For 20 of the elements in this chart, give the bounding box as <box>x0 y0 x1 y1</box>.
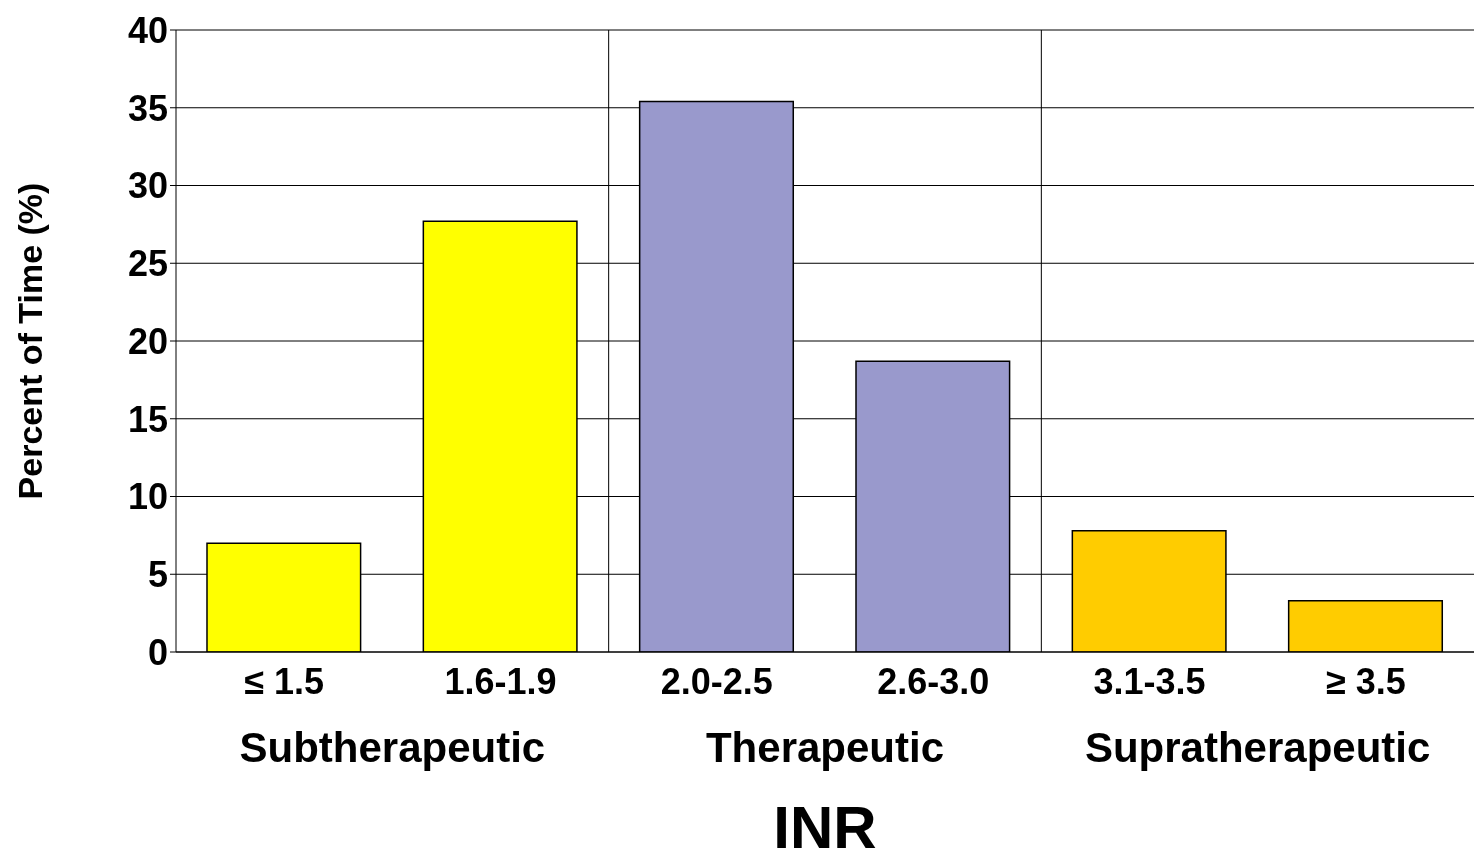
x-tick-label: ≤ 1.5 <box>244 660 325 702</box>
y-tick-label: 15 <box>127 398 168 440</box>
y-tick-label: 5 <box>147 554 168 596</box>
text: Subtherapeutic <box>239 724 546 771</box>
y-axis-title: Percent of Time (%) <box>11 182 50 500</box>
x-axis-title: INR <box>773 794 877 852</box>
y-tick-label: 40 <box>127 9 168 51</box>
x-tick-label: 1.6-1.9 <box>444 660 557 702</box>
y-tick-label: 35 <box>127 87 168 129</box>
y-tick-label: 25 <box>127 243 168 285</box>
x-tick-label: 2.6-3.0 <box>877 660 990 702</box>
y-tick-label: 0 <box>147 631 168 673</box>
y-tick-label: 20 <box>127 320 168 362</box>
x-tick-label: 2.0-2.5 <box>660 660 773 702</box>
text: Supratherapeutic <box>1084 724 1431 771</box>
x-tick-label: ≥ 3.5 <box>1325 660 1406 702</box>
y-tick-label: 10 <box>127 476 168 518</box>
x-tick-label: 3.1-3.5 <box>1093 660 1206 702</box>
text: Therapeutic <box>705 724 945 771</box>
y-tick-label: 30 <box>127 165 168 207</box>
